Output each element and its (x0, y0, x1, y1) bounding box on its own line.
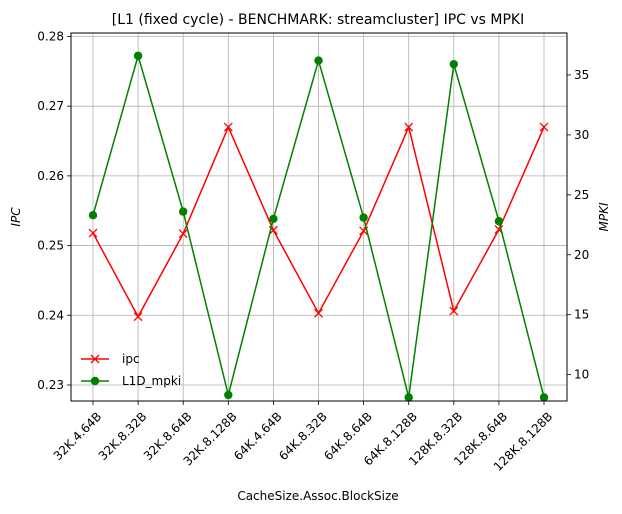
left-y-tick-label: 0.28 (37, 29, 64, 43)
right-y-tick-label: 25 (574, 188, 589, 202)
left-y-tick-label: 0.27 (37, 99, 64, 113)
left-y-axis: 0.23 0.24 0.25 0.26 0.27 0.28 (37, 29, 71, 392)
l1d-mpki-point (494, 216, 504, 226)
ipc-point (223, 122, 233, 132)
ipc-point (539, 122, 549, 132)
ipc-point (449, 306, 459, 316)
chart-title: [L1 (fixed cycle) - BENCHMARK: streamclu… (112, 12, 525, 28)
left-y-tick-label: 0.23 (37, 378, 64, 392)
right-y-tick-label: 10 (574, 368, 589, 382)
legend-l1d-mpki-label: L1D_mpki (122, 374, 181, 388)
l1d-mpki-point (449, 59, 458, 69)
l1d-mpki-point (539, 393, 549, 402)
marker-stroke (539, 122, 549, 132)
marker-stroke (494, 225, 504, 235)
marker-stroke (88, 228, 98, 238)
x-axis: 32K.4.64B32K.8.32B32K.8.64B32K.8.128B64K… (51, 401, 555, 474)
legend-ipc-marker (90, 354, 100, 364)
ipc-point (133, 312, 143, 322)
legend: ipc L1D_mpki (81, 352, 181, 388)
marker-stroke (90, 354, 100, 364)
legend-ipc-label: ipc (122, 352, 140, 366)
l1d-mpki-point (269, 214, 278, 223)
ipc-point (178, 229, 188, 239)
l1d-mpki-point (179, 207, 188, 216)
ipc-point (404, 122, 414, 132)
plot-frame (70, 32, 568, 402)
marker-stroke (314, 308, 323, 318)
marker-stroke (268, 225, 278, 235)
l1d-mpki-point (88, 211, 98, 220)
marker-stroke (404, 122, 414, 132)
marker-stroke (223, 122, 233, 132)
ipc-point (314, 308, 323, 318)
right-y-tick-label: 30 (574, 128, 589, 142)
series-layer (88, 51, 549, 402)
left-y-tick-label: 0.26 (37, 169, 64, 183)
right-y-tick-label: 35 (574, 68, 589, 82)
left-y-tick-label: 0.25 (37, 239, 64, 253)
right-y-tick-label: 20 (574, 248, 589, 262)
l1d-mpki-point (404, 393, 413, 402)
marker-stroke (449, 306, 459, 316)
right-y-axis-title: MPKI (597, 202, 611, 231)
legend-l1d-mpki-marker (90, 376, 100, 386)
marker-stroke (178, 229, 188, 239)
left-y-tick-label: 0.24 (37, 308, 64, 322)
marker-stroke (133, 312, 143, 322)
left-y-axis-title: IPC (9, 207, 23, 227)
right-y-axis: 10 15 20 25 30 35 (567, 68, 589, 382)
ipc-point (88, 228, 98, 238)
l1d-mpki-point (133, 51, 143, 60)
x-axis-title: CacheSize.Assoc.BlockSize (237, 489, 398, 503)
right-y-tick-label: 15 (574, 308, 589, 322)
grid-lines (71, 33, 567, 401)
l1d-mpki-point (359, 213, 368, 222)
l1d-mpki-point (314, 56, 323, 65)
l1d-mpki-point (224, 390, 233, 400)
